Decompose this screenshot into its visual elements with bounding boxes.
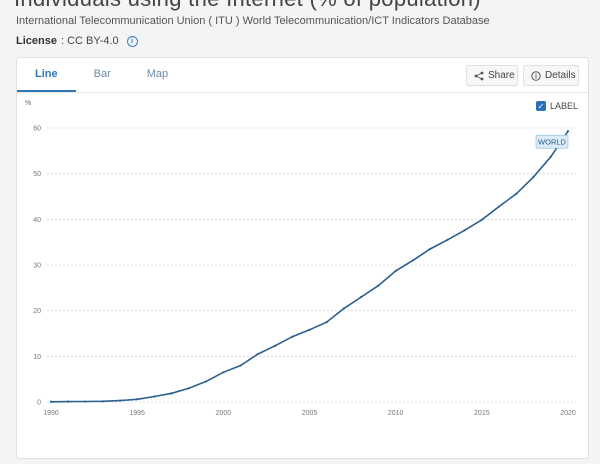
chart-card: Line Bar Map Share Details ✓ LAB: [16, 57, 589, 459]
data-point: [187, 387, 190, 390]
x-tick-label: 1990: [43, 410, 59, 417]
page-title: Individuals using the Internet (% of pop…: [14, 0, 481, 12]
line-chart: % 0 10 20 30 40 50 60 1990 1995 2000 2005 2010 2015 20…: [25, 100, 576, 417]
y-tick-label: 20: [33, 308, 41, 315]
data-point: [342, 307, 346, 310]
data-point: [291, 335, 294, 338]
data-point: [256, 352, 259, 356]
data-point: [446, 238, 449, 241]
tab-bar[interactable]: Bar: [93, 68, 111, 80]
data-point: [480, 218, 483, 221]
data-point: [170, 392, 173, 395]
x-tick-label: 2005: [302, 410, 318, 417]
x-tick-label: 2020: [560, 410, 576, 417]
data-point: [136, 398, 139, 401]
details-label: Details: [545, 70, 576, 81]
data-point: [101, 400, 104, 403]
data-point: [549, 155, 552, 158]
data-point: [429, 247, 432, 251]
series-label-box: [535, 134, 569, 149]
x-tick-label: 1995: [129, 410, 145, 417]
series-label-world: WORLD: [538, 138, 567, 147]
label-toggle-text: LABEL: [550, 101, 579, 111]
data-point: [222, 371, 225, 374]
view-tabs: Line Bar Map: [17, 58, 186, 92]
data-point: [463, 229, 466, 232]
data-point: [84, 400, 87, 403]
info-icon[interactable]: i: [126, 35, 138, 47]
data-source: International Telecommunication Union ( …: [16, 15, 490, 27]
info-icon: [531, 70, 541, 81]
data-point: [118, 399, 122, 402]
label-toggle[interactable]: ✓ LABEL: [536, 101, 578, 111]
series-line-world: [50, 130, 569, 403]
y-tick-label: 50: [33, 171, 41, 178]
license-value: : CC BY-4.0: [60, 35, 119, 47]
y-tick-label: 30: [33, 263, 41, 270]
data-point: [394, 269, 397, 273]
x-tick-label: 2000: [216, 410, 232, 417]
license: License : CC BY-4.0 i: [16, 35, 138, 47]
data-point: [497, 205, 501, 208]
data-point: [411, 259, 414, 262]
share-label: Share: [488, 70, 515, 81]
data-point: [325, 320, 328, 324]
y-tick-label: 40: [33, 217, 41, 224]
tab-map[interactable]: Map: [146, 68, 169, 80]
data-point: [239, 364, 242, 367]
details-button[interactable]: Details: [523, 65, 579, 86]
data-point: [377, 284, 380, 287]
x-tick-label: 2010: [388, 410, 404, 417]
share-button[interactable]: Share: [466, 65, 518, 86]
y-axis-label: %: [25, 100, 31, 107]
y-tick-label: 60: [33, 126, 41, 133]
data-point: [205, 380, 208, 383]
tab-divider: [17, 92, 588, 93]
data-point: [49, 400, 53, 403]
data-point: [67, 400, 70, 403]
label-checkbox[interactable]: ✓: [536, 101, 546, 111]
data-point: [273, 344, 277, 347]
data-point: [308, 328, 311, 331]
data-point: [566, 130, 570, 133]
data-point: [532, 175, 535, 178]
y-tick-label: 10: [33, 354, 41, 361]
y-tick-label: 0: [37, 400, 41, 407]
data-point: [153, 395, 156, 398]
data-point: [515, 192, 518, 195]
data-point: [360, 295, 363, 299]
license-label: License: [16, 35, 57, 47]
share-icon: [474, 71, 484, 81]
tab-line[interactable]: Line: [17, 58, 76, 92]
x-tick-label: 2015: [474, 410, 490, 417]
